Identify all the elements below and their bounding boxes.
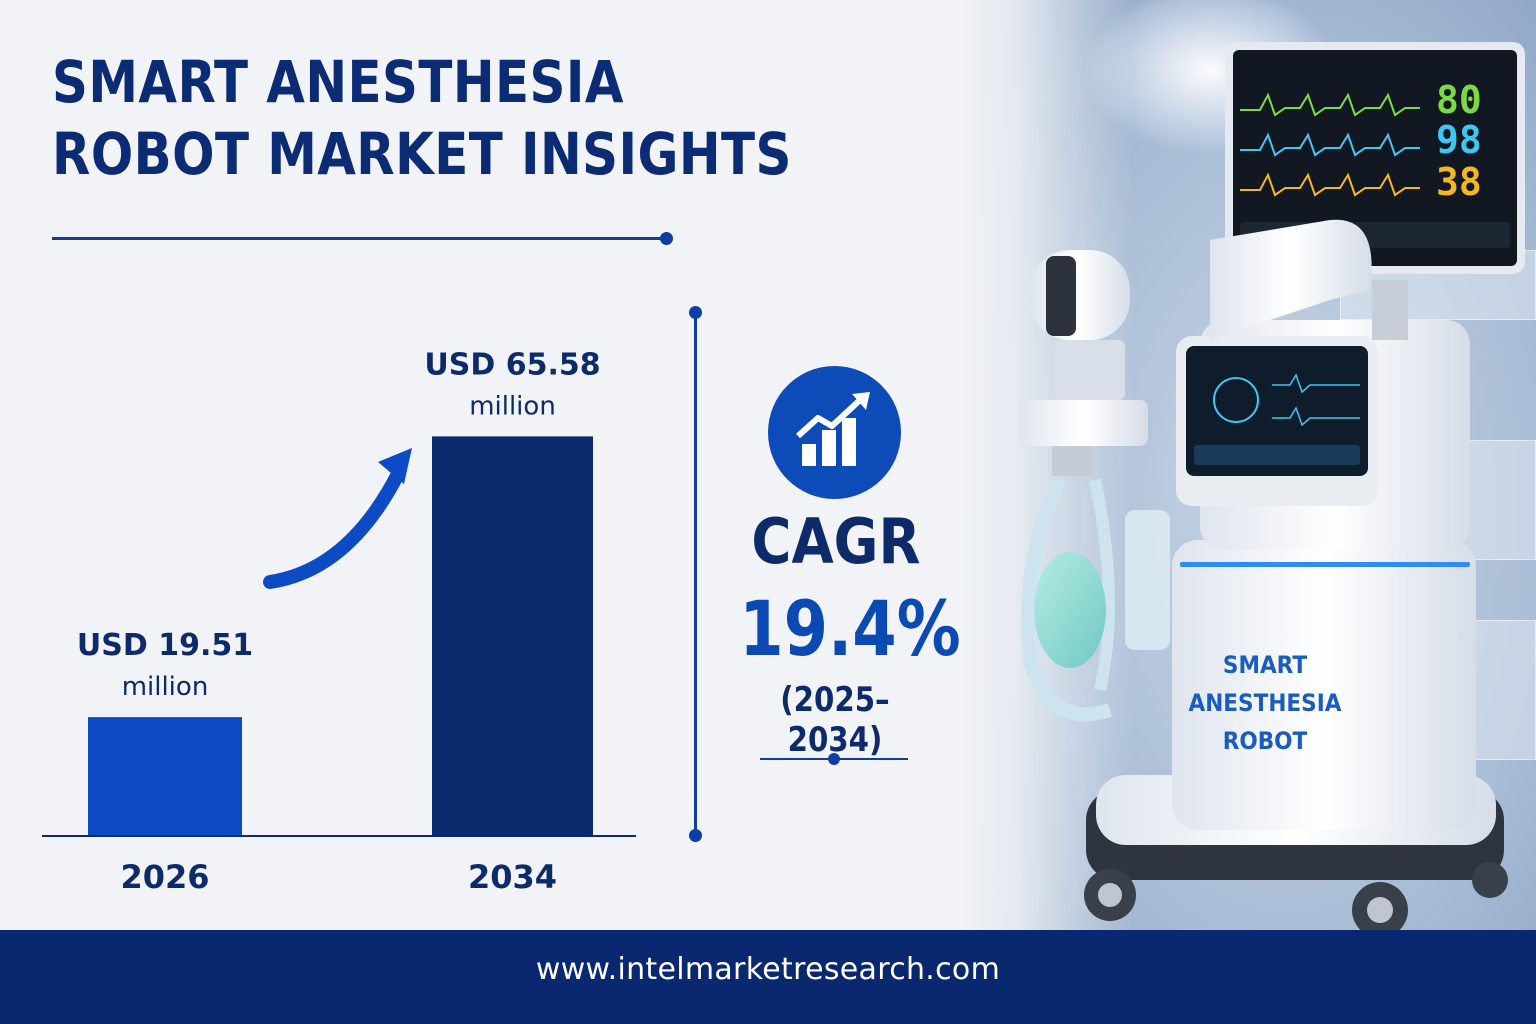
arm-head [1018,400,1148,446]
arm-column [1055,340,1125,400]
brain-icon [1213,377,1259,423]
spo2-value: 98 [1436,118,1482,162]
wheel-hub [1367,897,1393,923]
spo2-waveform [1240,132,1420,157]
joint-band [1046,256,1076,336]
bar-value-label: USD 19.51 [77,628,253,663]
title-underline-dot [660,232,673,245]
footer-url[interactable]: www.intelmarketresearch.com [535,952,1001,987]
robot-body-label: SMART ANESTHESIA ROBOT [1188,651,1342,755]
cagr-label: CAGR [751,505,921,578]
ecg-waveform [1240,92,1420,117]
heart-rate-value: 80 [1436,78,1482,122]
cagr-period: (2025–2034) [780,680,890,760]
screen-waveform [1272,406,1360,427]
wheel-hub [1098,883,1122,907]
canister [1125,510,1170,650]
growth-arrow [263,463,407,589]
divider-line [694,312,697,836]
resp-waveform [1240,172,1420,197]
bar-2034 [432,436,593,836]
vital-text: 80 [1436,78,1482,122]
resp-value: 38 [1436,160,1482,204]
bar-2026 [88,717,242,836]
robot-body [1172,540,1476,830]
wheel [1472,862,1508,898]
x-tick-label: 2026 [120,858,209,896]
growth-arrow-head [378,448,412,484]
breathing-bag [1034,552,1106,668]
title-underline [52,237,666,240]
bar-value-label: USD 65.58 [424,347,600,382]
growth-chart-icon [768,366,901,499]
breathing-tube [1021,476,1113,722]
robot-joint [1030,250,1130,340]
footer-bar [0,930,1536,1024]
vital-text: 98 [1436,118,1482,162]
bar-unit-label: million [469,391,556,421]
vital-text: 38 [1436,160,1482,204]
anesthesia-robot-illustration [1018,42,1525,930]
market-bar-chart: USD 19.51 million 2026 USD 65.58 million 2034 [42,347,636,896]
status-light [1180,562,1470,567]
growth-chart-icon-graphic [795,392,870,466]
cagr-value: 19.4% [739,584,961,673]
cagr-underline-dot [828,753,840,765]
nozzle [1052,446,1092,476]
bar-unit-label: million [122,672,209,702]
screen-waveform [1272,373,1360,394]
top-monitor-screen [1233,50,1517,266]
divider-dot-bottom [689,829,702,842]
breathing-tube [1089,478,1115,692]
page-title: SMART ANESTHESIA ROBOT MARKET INSIGHTS [52,48,792,188]
divider-dot-top [689,306,702,319]
robot-arm [1210,219,1372,340]
screen-buttons [1194,445,1360,465]
x-tick-label: 2034 [468,858,557,896]
monitor-pole [1372,280,1408,340]
